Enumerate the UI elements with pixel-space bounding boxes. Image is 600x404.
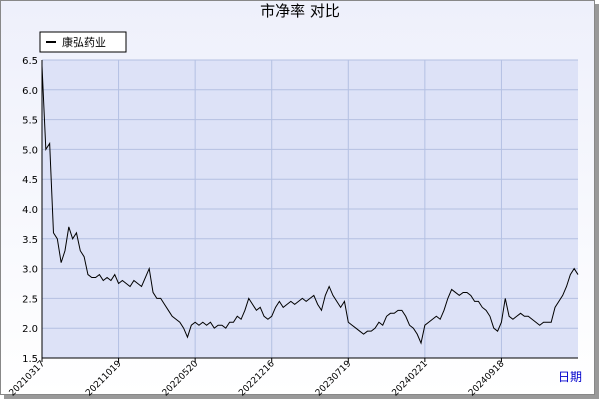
y-tick-label: 6.5 (22, 56, 38, 67)
y-tick-label: 1.5 (22, 354, 38, 365)
y-tick-label: 3.5 (22, 235, 38, 246)
y-tick-label: 4.5 (22, 175, 38, 186)
x-axis-label: 日期 (558, 370, 582, 384)
y-tick-label: 5.0 (22, 145, 38, 156)
shadow (4, 395, 599, 399)
y-tick-label: 2.5 (22, 294, 38, 305)
y-tick-label: 6.0 (22, 86, 38, 97)
y-tick-label: 5.5 (22, 116, 38, 127)
chart-title: 市净率 对比 (260, 2, 340, 20)
series-line (41, 65, 579, 345)
legend-label: 康弘药业 (62, 35, 106, 49)
y-tick-label: 4.0 (22, 205, 38, 216)
legend-box (39, 31, 127, 53)
y-tick-label: 3.0 (22, 265, 38, 276)
shadow (595, 4, 599, 399)
y-tick-label: 2.0 (22, 324, 38, 335)
